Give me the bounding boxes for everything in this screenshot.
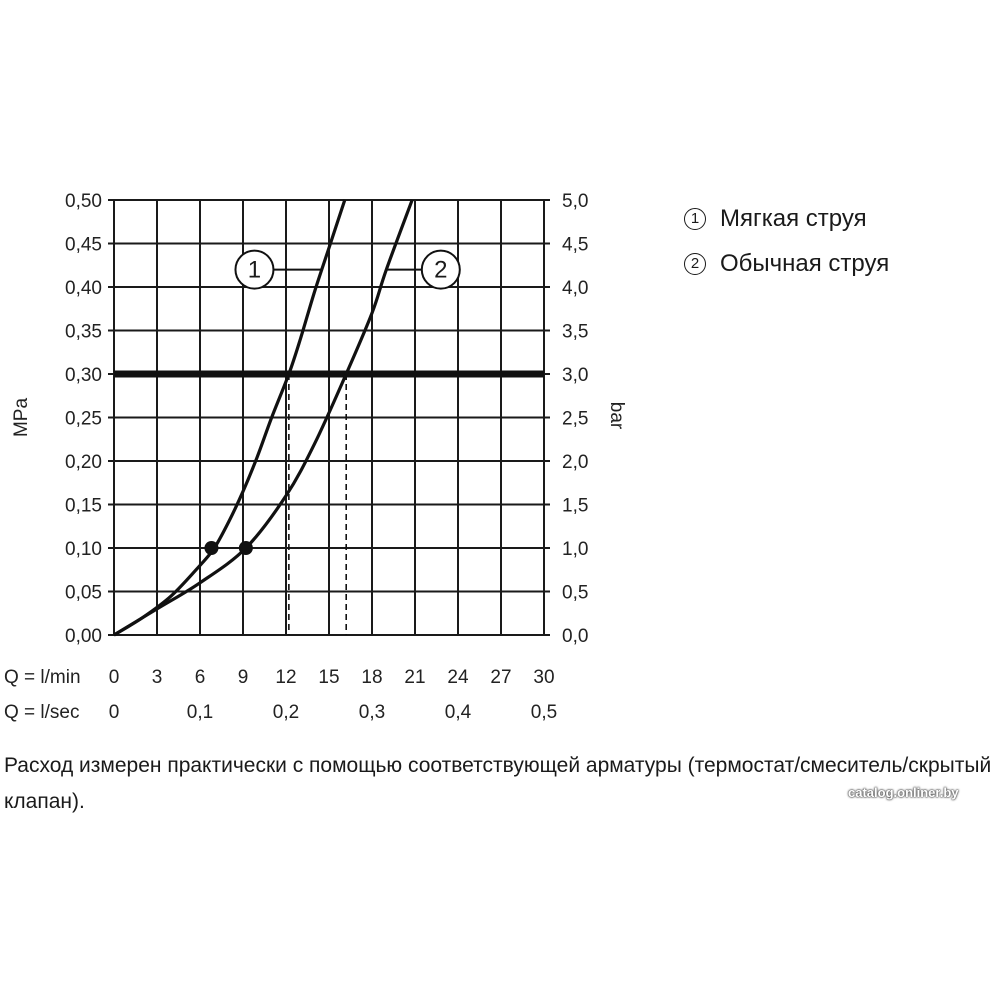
- watermark: catalog.onliner.by: [848, 785, 959, 800]
- x-sec-tick-label: 0,1: [187, 702, 213, 723]
- legend: 1 Мягкая струя 2 Обычная струя: [684, 196, 889, 286]
- x-min-tick-label: 21: [404, 667, 425, 688]
- marker-2: [238, 541, 253, 555]
- y-right-tick-label: 3,0: [562, 365, 588, 386]
- label-circle-1: [234, 249, 275, 290]
- x-min-tick-label: 9: [238, 667, 249, 688]
- legend-number-1: 1: [684, 207, 706, 230]
- x-sec-tick-label: 0: [109, 702, 120, 723]
- y-right-tick-label: 2,0: [562, 452, 588, 473]
- y-left-tick-label: 0,30: [65, 365, 102, 386]
- curve-label-2: 2: [434, 257, 447, 284]
- x-sec-tick-label: 0,5: [531, 702, 557, 723]
- curve-1: [113, 199, 347, 637]
- chart-grid: [108, 199, 550, 636]
- x-min-tick-label: 30: [533, 667, 554, 688]
- y-right-tick-label: 2,5: [562, 409, 588, 430]
- legend-item-2: 2 Обычная струя: [684, 241, 889, 286]
- legend-number-2: 2: [684, 252, 706, 275]
- x-min-tick-label: 3: [152, 667, 163, 688]
- y-left-tick-label: 0,25: [65, 409, 102, 430]
- x-min-tick-label: 27: [490, 667, 511, 688]
- y-left-tick-label: 0,20: [65, 452, 102, 473]
- footnote: Расход измерен практически с помощью соо…: [4, 754, 992, 813]
- x-sec-tick-label: 0,2: [273, 702, 299, 723]
- marker-1: [204, 541, 219, 555]
- y-left-tick-label: 0,10: [65, 539, 102, 560]
- x-min-tick-label: 12: [275, 667, 296, 688]
- x-min-tick-label: 18: [361, 667, 382, 688]
- x-min-tick-label: 6: [195, 667, 206, 688]
- y-right-tick-label: 0,5: [562, 583, 588, 604]
- y-right-tick-label: 5,0: [562, 191, 588, 212]
- x-sec-tick-label: 0,3: [359, 702, 385, 723]
- y-left-tick-label: 0,40: [65, 278, 102, 299]
- chart-labels: 0,000,050,100,150,200,250,300,350,400,45…: [4, 191, 627, 723]
- y-right-tick-label: 4,0: [562, 278, 588, 299]
- y-left-tick-label: 0,00: [65, 626, 102, 647]
- label-circle-2: [420, 249, 461, 290]
- x-min-tick-label: 0: [109, 667, 120, 688]
- legend-item-1: 1 Мягкая струя: [684, 196, 889, 241]
- x-min-axis-title: Q = l/min: [4, 667, 81, 688]
- x-sec-axis-title: Q = l/sec: [4, 702, 80, 723]
- y-right-axis-title: bar: [606, 402, 627, 430]
- legend-label-1: Мягкая струя: [720, 204, 867, 232]
- y-left-tick-label: 0,35: [65, 322, 102, 343]
- y-right-tick-label: 3,5: [562, 322, 588, 343]
- curve-label-1: 1: [248, 257, 261, 284]
- y-left-tick-label: 0,45: [65, 235, 102, 256]
- curve-2: [113, 199, 414, 637]
- y-right-tick-label: 1,5: [562, 496, 588, 517]
- x-min-tick-label: 15: [318, 667, 339, 688]
- y-left-tick-label: 0,50: [65, 191, 102, 212]
- x-min-tick-label: 24: [447, 667, 469, 688]
- y-left-tick-label: 0,15: [65, 496, 102, 517]
- legend-label-2: Обычная струя: [720, 249, 890, 277]
- y-right-tick-label: 4,5: [562, 235, 588, 256]
- x-sec-tick-label: 0,4: [445, 702, 472, 723]
- y-left-tick-label: 0,05: [65, 583, 102, 604]
- y-left-axis-title: MPa: [11, 398, 32, 438]
- y-right-tick-label: 1,0: [562, 539, 588, 560]
- y-right-tick-label: 0,0: [562, 626, 588, 647]
